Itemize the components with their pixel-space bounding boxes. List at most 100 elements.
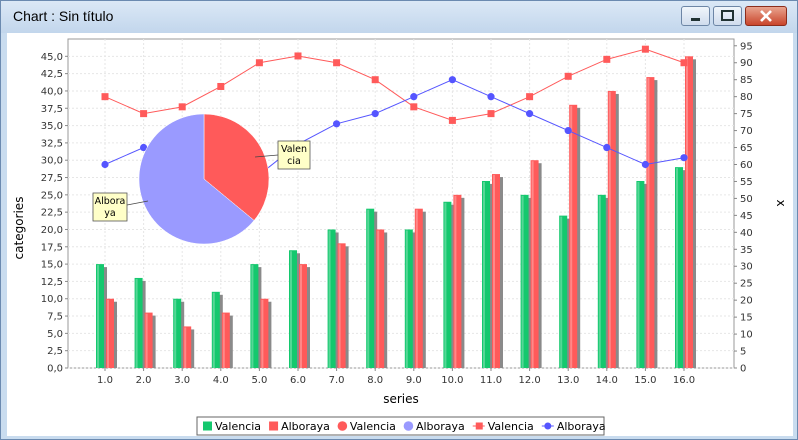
right-tick-label: 50 xyxy=(740,194,753,205)
legend-label: Alboraya xyxy=(557,420,606,433)
line-point xyxy=(641,160,650,169)
bar-highlight xyxy=(300,265,302,368)
bar-alboraya xyxy=(337,243,346,368)
x-tick-label: 11.0 xyxy=(480,375,502,386)
line-point xyxy=(333,59,341,67)
x-tick-label: 13.0 xyxy=(557,375,579,386)
bar-highlight xyxy=(222,313,225,368)
x-tick-label: 8.0 xyxy=(367,375,383,386)
bar-valencia xyxy=(520,194,529,368)
left-tick-label: 0,0 xyxy=(47,364,63,375)
line-point xyxy=(641,45,649,53)
right-tick-label: 40 xyxy=(740,228,753,239)
bar-highlight xyxy=(145,313,148,368)
bar-highlight xyxy=(174,299,177,368)
pie-label-leader xyxy=(254,154,279,158)
pie-label-text: ya xyxy=(104,208,115,219)
bar-highlight xyxy=(676,168,678,368)
x-tick-label: 12.0 xyxy=(518,375,540,386)
bar-highlight xyxy=(531,161,534,368)
line-point xyxy=(140,143,148,152)
bar-alboraya xyxy=(646,77,655,369)
left-tick-label: 45,0 xyxy=(41,52,63,63)
right-tick-label: 20 xyxy=(740,296,753,307)
bar-alboraya xyxy=(607,90,616,368)
bar-highlight xyxy=(647,78,650,369)
line-point xyxy=(487,110,495,118)
right-tick-label: 35 xyxy=(740,245,753,256)
right-tick-label: 90 xyxy=(740,58,753,69)
line-point xyxy=(448,76,456,84)
minimize-icon xyxy=(691,18,700,21)
x-tick-label: 7.0 xyxy=(329,375,345,386)
x-tick-label: 3.0 xyxy=(174,375,190,386)
x-tick-label: 15.0 xyxy=(634,375,656,386)
bar-alboraya xyxy=(260,298,269,368)
minimize-button[interactable] xyxy=(681,6,710,26)
line-point xyxy=(526,110,534,118)
left-tick-label: 35,0 xyxy=(41,121,63,132)
bar-valencia xyxy=(250,264,259,368)
right-tick-label: 25 xyxy=(740,279,753,290)
line-point xyxy=(294,52,302,60)
pie-label-text: cia xyxy=(287,156,301,167)
bar-valencia xyxy=(173,298,182,368)
bar-highlight xyxy=(405,230,408,368)
bar-highlight xyxy=(598,195,601,368)
bar-highlight xyxy=(570,105,573,369)
left-tick-label: 32,5 xyxy=(41,138,63,149)
line-point xyxy=(680,154,688,162)
legend-swatch xyxy=(544,422,552,430)
bar-valencia xyxy=(636,180,645,368)
line-point xyxy=(255,59,263,67)
legend-swatch xyxy=(203,421,212,431)
bar-highlight xyxy=(521,195,524,368)
line-point xyxy=(603,143,611,152)
bar-valencia xyxy=(675,167,683,368)
right-tick-label: 30 xyxy=(740,262,753,273)
line-point xyxy=(101,160,109,169)
right-tick-label: 0 xyxy=(740,364,746,375)
bar-alboraya xyxy=(183,326,192,368)
bar-valencia xyxy=(134,277,143,368)
line-point xyxy=(217,82,225,90)
bar-highlight xyxy=(290,251,292,368)
bar-highlight xyxy=(135,278,138,368)
bar-highlight xyxy=(377,230,380,368)
bar-valencia xyxy=(327,229,336,368)
right-tick-label: 45 xyxy=(740,211,753,222)
bar-highlight xyxy=(493,175,495,368)
right-tick-label: 70 xyxy=(740,126,753,137)
line-point xyxy=(101,93,109,101)
title-bar: Chart : Sin título xyxy=(1,1,797,33)
right-tick-label: 60 xyxy=(740,160,753,171)
close-button[interactable] xyxy=(745,6,787,26)
bar-alboraya xyxy=(414,208,423,368)
bar-highlight xyxy=(328,230,331,368)
bar-highlight xyxy=(107,299,109,368)
window-title: Chart : Sin título xyxy=(13,8,114,24)
y2-axis-label: x xyxy=(774,199,788,206)
bar-highlight xyxy=(367,209,370,368)
bar-highlight xyxy=(444,202,447,368)
left-tick-label: 10,0 xyxy=(41,294,63,305)
pie-label-leader xyxy=(126,200,149,206)
bar-highlight xyxy=(483,181,485,368)
right-tick-label: 85 xyxy=(740,75,753,86)
bar-valencia xyxy=(443,201,452,368)
bar-highlight xyxy=(97,265,99,368)
bar-valencia xyxy=(404,229,413,368)
bar-alboraya xyxy=(299,264,307,368)
right-tick-label: 95 xyxy=(740,41,753,52)
line-point xyxy=(564,126,572,135)
line-valencia xyxy=(104,48,685,121)
line-point xyxy=(140,110,148,118)
bar-alboraya xyxy=(221,312,230,368)
maximize-button[interactable] xyxy=(713,6,742,26)
right-tick-label: 10 xyxy=(740,330,753,341)
bar-highlight xyxy=(454,195,457,368)
line-point xyxy=(526,93,534,101)
chart-canvas: 0,0 2,5 5,0 7,5 10,0 12,5 15,0 17,5 20,0 22,5 25,0… xyxy=(12,38,788,436)
x-tick-label: 2.0 xyxy=(136,375,152,386)
left-tick-label: 22,5 xyxy=(41,208,63,219)
